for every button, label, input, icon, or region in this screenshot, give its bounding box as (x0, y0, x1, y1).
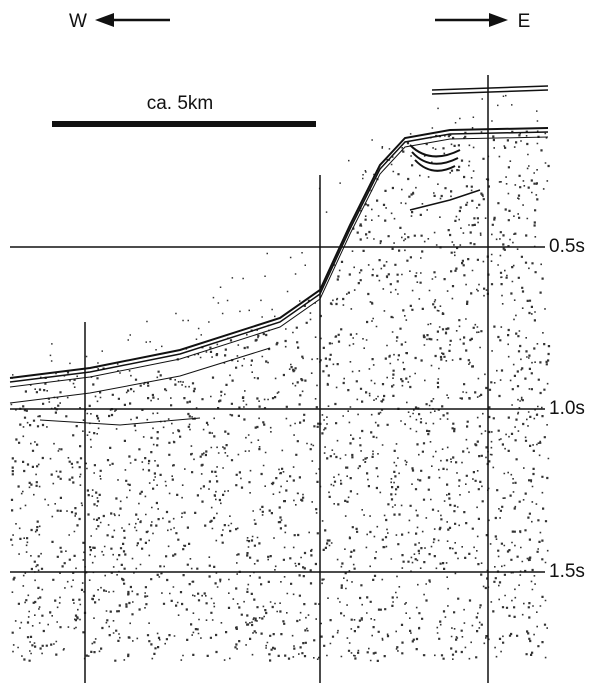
time-label: 1.5s (549, 561, 585, 582)
reflectors (9, 85, 549, 426)
east-label: E (518, 11, 531, 32)
west-arrow (95, 13, 170, 27)
west-label: W (69, 11, 87, 32)
fold (409, 144, 461, 172)
time-label: 1.0s (549, 398, 585, 419)
reflector (409, 189, 481, 211)
reflector (9, 127, 549, 379)
speckle-layer (10, 94, 551, 662)
reflector (39, 417, 201, 426)
reflector (9, 347, 271, 404)
speckle (10, 94, 551, 662)
reflector (9, 131, 549, 383)
east-arrow (435, 13, 508, 27)
scale-label: ca. 5km (147, 93, 214, 114)
scale-bar (52, 121, 316, 127)
reflector (9, 136, 549, 388)
plateau-edge (431, 85, 549, 95)
time-label: 0.5s (549, 236, 585, 257)
